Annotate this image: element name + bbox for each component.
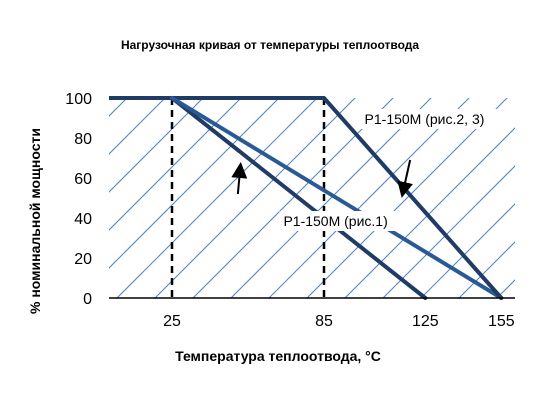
hatch-line [306,98,508,298]
hatch-pattern [0,0,515,298]
x-tick-label: 25 [163,313,181,330]
annotation-label: P1-150M (рис.1) [283,213,387,229]
hatch-line [344,127,515,298]
series-line [170,96,504,300]
annotation-label: P1-150M (рис.2, 3) [365,111,485,127]
x-tick-label: 155 [488,313,515,330]
y-tick-label: 40 [74,211,92,228]
hatch-line [0,0,113,298]
y-tick-label: 100 [65,91,92,108]
y-tick-labels: 0 20 40 60 80 100 [65,91,92,308]
hatch-line [109,98,280,269]
annotation-arrow [397,159,413,198]
hatch-line [192,98,394,298]
hatch-line [154,98,356,298]
series-line [170,96,428,300]
series-lines [109,96,504,300]
annotation-background [279,211,397,231]
hatch-line [420,203,515,298]
hatch-line [268,98,470,298]
reference-lines [170,98,326,298]
x-tick-label: 125 [412,313,439,330]
y-axis-label: % номинальной мощности [27,128,43,314]
hatch-line [230,98,432,298]
hatch-line [382,165,515,298]
y-tick-label: 60 [74,171,92,188]
y-tick-label: 0 [83,291,92,308]
series-line [322,96,504,300]
y-tick-label: 80 [74,131,92,148]
hatch-line [109,98,166,155]
y-tick-label: 20 [74,251,92,268]
hatch-line [109,98,242,231]
annotation-background [360,109,500,129]
hatch-line [109,98,204,193]
hatch-line [458,241,515,298]
chart-title: Нагрузочная кривая от температуры теплоо… [121,38,419,52]
x-tick-label: 85 [315,313,333,330]
x-tick-labels: 25 85 125 155 [163,313,515,330]
annotation-arrow [231,162,248,195]
annotations: P1-150M (рис.2, 3) P1-150M (рис.1) [231,109,500,231]
x-axis-label: Температура теплоотвода, °С [175,348,381,364]
hatch-line [116,98,318,298]
